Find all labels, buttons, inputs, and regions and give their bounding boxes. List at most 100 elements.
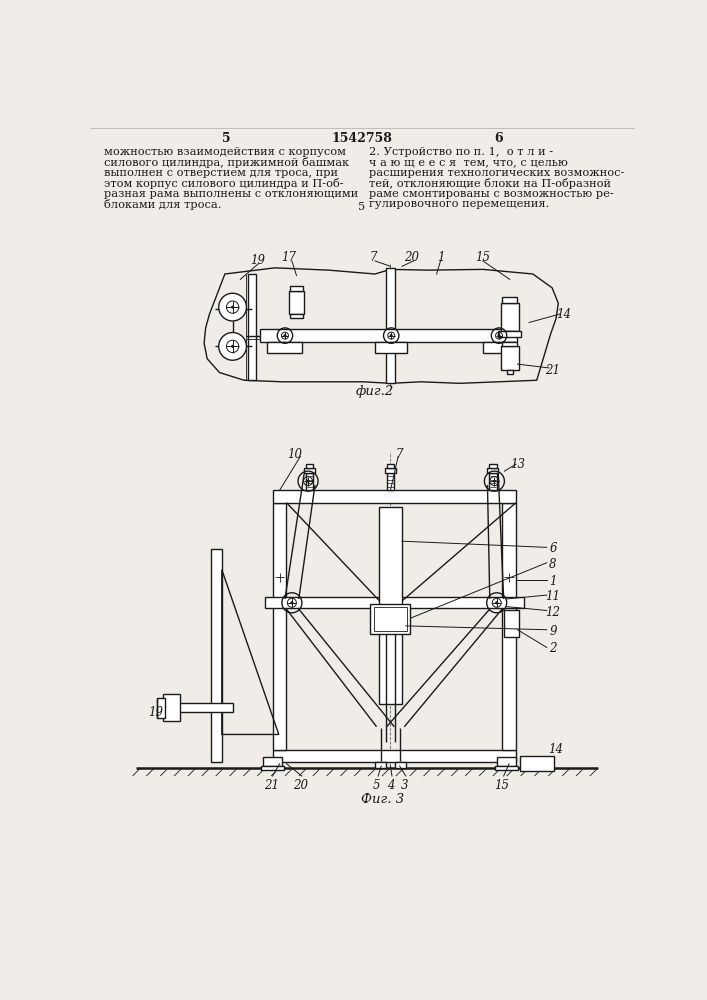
Text: 20: 20 bbox=[293, 779, 308, 792]
Circle shape bbox=[495, 601, 498, 604]
Bar bbox=[370, 604, 411, 634]
Bar bbox=[211, 549, 222, 762]
Text: 5: 5 bbox=[222, 132, 230, 145]
Bar bbox=[503, 610, 519, 637]
Text: можностью взаимодействия с корпусом: можностью взаимодействия с корпусом bbox=[104, 147, 346, 157]
Bar bbox=[305, 473, 313, 490]
Circle shape bbox=[218, 333, 247, 360]
Bar bbox=[373, 607, 407, 631]
Bar bbox=[502, 342, 518, 346]
Bar bbox=[291, 286, 303, 291]
Circle shape bbox=[231, 306, 234, 309]
Text: 12: 12 bbox=[545, 606, 561, 619]
Bar bbox=[387, 473, 395, 490]
Bar bbox=[375, 762, 386, 768]
Bar bbox=[498, 757, 516, 766]
Circle shape bbox=[498, 334, 501, 337]
Text: 19: 19 bbox=[250, 254, 266, 267]
Text: 19: 19 bbox=[148, 706, 163, 719]
Text: выполнен с отверстием для троса, при: выполнен с отверстием для троса, при bbox=[104, 168, 338, 178]
Bar bbox=[273, 750, 516, 762]
Bar bbox=[304, 468, 315, 473]
Bar bbox=[489, 473, 497, 490]
Circle shape bbox=[226, 301, 239, 313]
Text: блоками для троса.: блоками для троса. bbox=[104, 199, 221, 210]
Text: 1: 1 bbox=[437, 251, 444, 264]
Bar bbox=[489, 464, 497, 468]
Text: 20: 20 bbox=[404, 251, 419, 264]
Text: этом корпус силового цилиндра и П-об-: этом корпус силового цилиндра и П-об- bbox=[104, 178, 344, 189]
Circle shape bbox=[307, 480, 310, 483]
Text: 5: 5 bbox=[358, 202, 366, 212]
Bar bbox=[483, 342, 515, 353]
Bar bbox=[265, 597, 524, 608]
Bar bbox=[291, 314, 303, 318]
Text: 6: 6 bbox=[494, 132, 503, 145]
Bar bbox=[273, 503, 286, 750]
Bar bbox=[267, 342, 302, 353]
Bar bbox=[157, 698, 165, 718]
Circle shape bbox=[390, 334, 393, 337]
Bar bbox=[498, 331, 521, 337]
Text: 7: 7 bbox=[370, 251, 378, 264]
Text: 17: 17 bbox=[281, 251, 296, 264]
Bar bbox=[375, 342, 407, 353]
Text: 7: 7 bbox=[396, 448, 404, 461]
Bar bbox=[273, 490, 516, 503]
Circle shape bbox=[218, 293, 247, 321]
Bar bbox=[163, 694, 180, 721]
Text: 3: 3 bbox=[401, 779, 408, 792]
Text: 1: 1 bbox=[549, 575, 556, 588]
Bar bbox=[495, 766, 518, 770]
Bar bbox=[305, 464, 313, 468]
Bar bbox=[487, 468, 498, 473]
Text: 15: 15 bbox=[495, 779, 510, 792]
Text: 11: 11 bbox=[545, 590, 561, 603]
Text: силового цилиндра, прижимной башмак: силового цилиндра, прижимной башмак bbox=[104, 157, 349, 168]
Circle shape bbox=[284, 334, 286, 337]
Bar bbox=[259, 329, 518, 342]
Bar bbox=[261, 766, 284, 770]
Bar bbox=[288, 291, 304, 314]
Text: расширения технологических возможнос-: расширения технологических возможнос- bbox=[369, 168, 624, 178]
Text: 6: 6 bbox=[549, 542, 556, 555]
Bar bbox=[387, 464, 395, 468]
Bar bbox=[520, 756, 554, 771]
Text: 14: 14 bbox=[556, 308, 571, 321]
Circle shape bbox=[226, 340, 239, 353]
Text: 13: 13 bbox=[510, 458, 525, 471]
Text: ч а ю щ е е с я  тем, что, с целью: ч а ю щ е е с я тем, что, с целью bbox=[369, 157, 568, 167]
Text: 21: 21 bbox=[264, 779, 279, 792]
Text: Фиг. 3: Фиг. 3 bbox=[361, 793, 404, 806]
Text: тей, отклоняющие блоки на П-образной: тей, отклоняющие блоки на П-образной bbox=[369, 178, 611, 189]
Circle shape bbox=[231, 345, 234, 348]
Text: разная рама выполнены с отклоняющими: разная рама выполнены с отклоняющими bbox=[104, 189, 358, 199]
Text: 9: 9 bbox=[549, 625, 556, 638]
Bar bbox=[386, 268, 395, 383]
Text: 4: 4 bbox=[387, 779, 395, 792]
Text: 14: 14 bbox=[549, 743, 563, 756]
Circle shape bbox=[493, 480, 496, 483]
Circle shape bbox=[291, 601, 293, 604]
Text: 5: 5 bbox=[373, 779, 380, 792]
Bar bbox=[395, 762, 406, 768]
Bar bbox=[379, 507, 402, 704]
Text: 21: 21 bbox=[544, 364, 560, 377]
Text: фиг.2: фиг.2 bbox=[356, 385, 395, 398]
Bar bbox=[501, 303, 519, 331]
Bar bbox=[503, 331, 516, 336]
Text: 8: 8 bbox=[549, 558, 556, 571]
Bar bbox=[385, 468, 396, 473]
Bar bbox=[502, 503, 516, 750]
Text: 2: 2 bbox=[549, 642, 556, 655]
Bar bbox=[179, 703, 233, 712]
Bar bbox=[501, 346, 519, 370]
Text: раме смонтированы с возможностью ре-: раме смонтированы с возможностью ре- bbox=[369, 189, 614, 199]
Text: 15: 15 bbox=[475, 251, 491, 264]
Bar bbox=[248, 274, 256, 380]
Bar bbox=[264, 757, 282, 766]
Text: 10: 10 bbox=[287, 448, 302, 461]
Text: гулировочного перемещения.: гулировочного перемещения. bbox=[369, 199, 549, 209]
Text: 1542758: 1542758 bbox=[332, 132, 392, 145]
Bar bbox=[507, 370, 513, 374]
